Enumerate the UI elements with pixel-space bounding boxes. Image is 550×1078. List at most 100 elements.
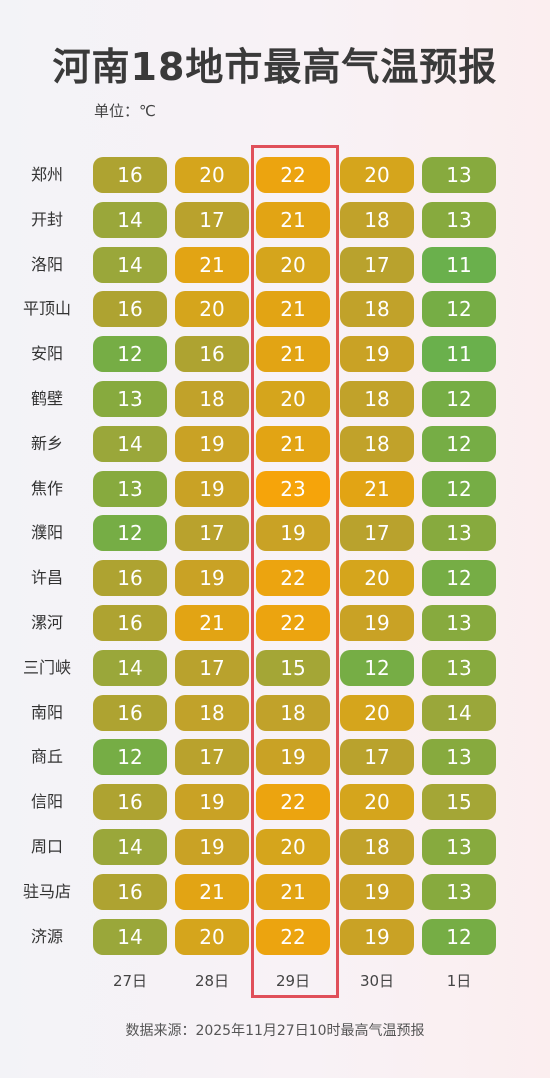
temp-cell: 19 [340, 605, 414, 641]
temp-cell: 20 [256, 247, 330, 283]
city-label: 新乡 [30, 434, 63, 453]
temp-cell: 14 [93, 650, 167, 686]
temp-cell: 13 [93, 381, 167, 417]
temp-cell: 21 [256, 291, 330, 327]
temp-cell: 11 [422, 247, 496, 283]
temp-cell: 14 [93, 247, 167, 283]
temp-cell: 19 [175, 471, 249, 507]
temp-cell: 17 [340, 739, 414, 775]
temp-cell: 19 [340, 336, 414, 372]
temp-cell: 22 [256, 605, 330, 641]
temp-cell: 16 [175, 336, 249, 372]
city-label: 郑州 [30, 165, 63, 184]
city-label: 开封 [30, 210, 63, 229]
city-label: 许昌 [30, 568, 63, 587]
temp-cell: 13 [422, 515, 496, 551]
temp-cell: 13 [422, 650, 496, 686]
temp-cell: 21 [256, 336, 330, 372]
temp-cell: 17 [175, 515, 249, 551]
temp-cell: 14 [93, 829, 167, 865]
temp-cell: 11 [422, 336, 496, 372]
temp-cell: 14 [93, 202, 167, 238]
temp-cell: 19 [340, 919, 414, 955]
temp-cell: 21 [175, 247, 249, 283]
temp-cell: 16 [93, 157, 167, 193]
temp-cell: 13 [422, 202, 496, 238]
temp-cell: 13 [93, 471, 167, 507]
temp-cell: 18 [340, 202, 414, 238]
temp-cell: 12 [422, 560, 496, 596]
temp-cell: 22 [256, 784, 330, 820]
temp-cell: 18 [340, 426, 414, 462]
city-label: 商丘 [30, 747, 63, 766]
temp-cell: 19 [340, 874, 414, 910]
temp-cell: 14 [422, 695, 496, 731]
temp-cell: 21 [175, 605, 249, 641]
temp-cell: 16 [93, 605, 167, 641]
temp-cell: 17 [175, 650, 249, 686]
temp-cell: 20 [340, 560, 414, 596]
temp-cell: 13 [422, 829, 496, 865]
temp-cell: 17 [175, 739, 249, 775]
day-label: 28日 [194, 972, 230, 990]
city-label: 周口 [30, 837, 63, 856]
city-label: 鹤壁 [30, 389, 63, 408]
temp-cell: 12 [422, 471, 496, 507]
temp-cell: 16 [93, 291, 167, 327]
temp-cell: 20 [340, 157, 414, 193]
temp-cell: 18 [340, 291, 414, 327]
temp-cell: 19 [256, 515, 330, 551]
day-label: 30日 [359, 972, 395, 990]
temp-cell: 12 [93, 515, 167, 551]
city-label: 焦作 [30, 479, 63, 498]
day-label: 29日 [275, 972, 311, 990]
temp-cell: 20 [256, 829, 330, 865]
city-label: 安阳 [30, 344, 63, 363]
day-label: 1日 [446, 972, 472, 990]
temp-cell: 21 [256, 202, 330, 238]
temp-cell: 12 [422, 919, 496, 955]
page-title: 河南18地市最高气温预报 [52, 45, 498, 89]
temp-cell: 21 [256, 426, 330, 462]
unit-label: 单位：℃ [94, 102, 156, 120]
temp-cell: 13 [422, 874, 496, 910]
temp-cell: 17 [340, 515, 414, 551]
city-label: 驻马店 [22, 882, 71, 901]
temp-cell: 13 [422, 739, 496, 775]
temp-cell: 20 [340, 784, 414, 820]
temp-cell: 14 [93, 426, 167, 462]
temp-cell: 12 [93, 336, 167, 372]
city-label: 漯河 [30, 613, 63, 632]
temp-cell: 22 [256, 560, 330, 596]
temp-cell: 13 [422, 157, 496, 193]
city-label: 洛阳 [30, 255, 63, 274]
temp-cell: 20 [340, 695, 414, 731]
temp-cell: 21 [340, 471, 414, 507]
city-label: 信阳 [30, 792, 63, 811]
temp-cell: 20 [175, 157, 249, 193]
temp-cell: 21 [256, 874, 330, 910]
temp-cell: 13 [422, 605, 496, 641]
temp-cell: 16 [93, 560, 167, 596]
temp-cell: 12 [422, 381, 496, 417]
temp-cell: 20 [175, 919, 249, 955]
temp-cell: 18 [340, 381, 414, 417]
temp-cell: 12 [422, 426, 496, 462]
city-label: 济源 [30, 927, 63, 946]
temp-cell: 20 [256, 381, 330, 417]
temp-cell: 16 [93, 874, 167, 910]
highlight-frame-29 [251, 145, 339, 998]
temp-cell: 20 [175, 291, 249, 327]
temp-cell: 19 [175, 784, 249, 820]
temp-cell: 22 [256, 157, 330, 193]
temp-cell: 16 [93, 784, 167, 820]
temp-cell: 19 [175, 829, 249, 865]
temp-cell: 14 [93, 919, 167, 955]
temp-cell: 22 [256, 919, 330, 955]
temp-cell: 18 [175, 695, 249, 731]
temp-cell: 16 [93, 695, 167, 731]
temp-cell: 23 [256, 471, 330, 507]
temp-cell: 15 [422, 784, 496, 820]
temp-cell: 12 [422, 291, 496, 327]
